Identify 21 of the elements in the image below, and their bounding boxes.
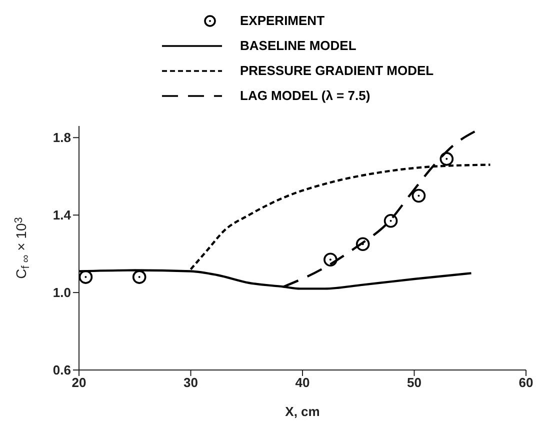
point (324, 252, 338, 267)
point (440, 152, 454, 166)
x-tick-label: 40 (295, 375, 310, 390)
point (412, 188, 426, 203)
point (132, 270, 146, 284)
point (356, 237, 370, 252)
y-tick-label: 1.8 (52, 130, 71, 146)
point (79, 270, 93, 284)
legend-label: BASELINE MODEL (240, 38, 356, 53)
x-tick-label: 20 (72, 375, 86, 390)
x-tick-label: 60 (518, 375, 534, 390)
y-tick-label: 1.0 (52, 285, 71, 300)
legend-label: EXPERIMENT (240, 13, 325, 28)
legend-label: PRESSURE GRADIENT MODEL (240, 63, 434, 78)
y-tick-label: 0.6 (52, 362, 71, 378)
y-tick-label: 1.4 (52, 208, 72, 223)
point (384, 214, 398, 228)
x-axis-title: X, cm (285, 404, 320, 419)
legend-label: LAG MODEL (λ = 7.5) (240, 88, 370, 103)
x-tick-label: 50 (407, 375, 422, 390)
x-tick-label: 30 (184, 375, 198, 390)
